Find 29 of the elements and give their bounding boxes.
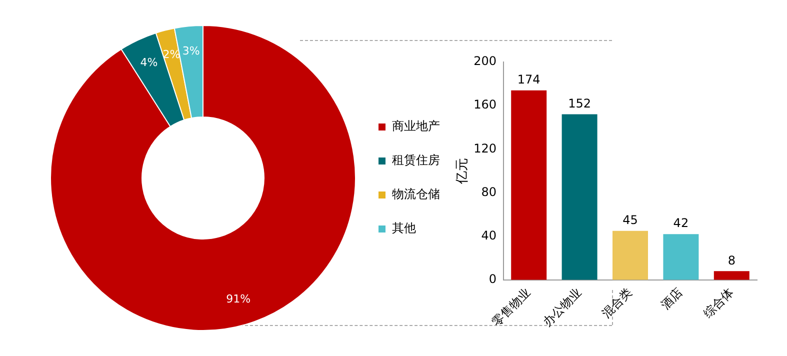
- bar: [511, 90, 547, 280]
- y-tick-label: 80: [481, 184, 497, 199]
- bar: [663, 234, 699, 280]
- data-label: 8: [728, 253, 736, 268]
- x-tick-label: 办公物业: [540, 285, 584, 330]
- y-tick-label: 0: [488, 272, 497, 286]
- bar: [612, 230, 648, 280]
- data-label: 42: [673, 216, 689, 230]
- data-label: 45: [622, 212, 638, 227]
- y-axis-title: 亿元: [455, 158, 470, 185]
- legend-label: 商业地产: [392, 119, 440, 134]
- legend-label: 租赁住房: [392, 153, 440, 168]
- data-label: 91%: [226, 292, 251, 306]
- data-label: 174: [517, 72, 540, 86]
- bar: [562, 114, 598, 280]
- x-tick-label: 酒店: [658, 285, 686, 312]
- legend-label: 其他: [392, 221, 416, 236]
- data-label: 3%: [182, 44, 200, 58]
- data-label: 4%: [140, 56, 158, 70]
- y-tick-label: 40: [481, 228, 497, 242]
- x-tick-label: 零售物业: [489, 285, 534, 330]
- x-tick-label: 综合体: [700, 285, 736, 321]
- x-tick-label: 混合类: [599, 285, 635, 321]
- bar: [714, 271, 750, 280]
- y-tick-label: 120: [474, 141, 497, 156]
- legend-label: 物流仓储: [392, 187, 440, 202]
- y-tick-label: 160: [474, 98, 497, 112]
- data-label: 152: [568, 96, 592, 110]
- y-tick-label: 200: [474, 54, 497, 68]
